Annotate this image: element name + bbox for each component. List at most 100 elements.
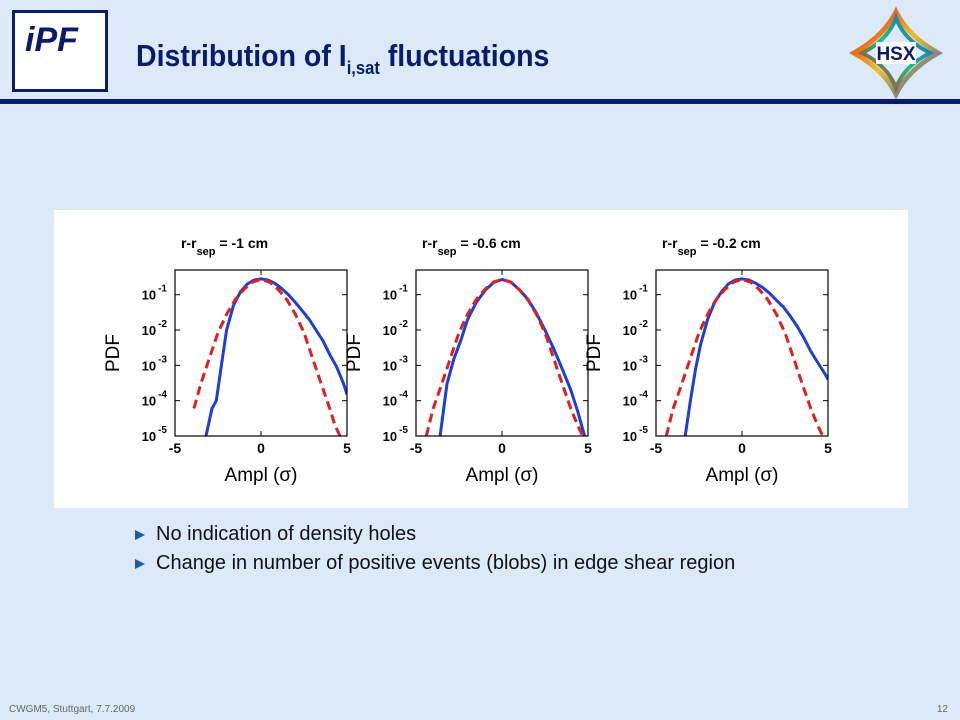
triangle-bullet-icon bbox=[135, 530, 145, 540]
y-tick-base: 10 bbox=[383, 288, 397, 303]
y-tick-label: 10 -4 bbox=[623, 390, 649, 409]
y-tick-base: 10 bbox=[623, 288, 637, 303]
y-tick-exponent: -2 bbox=[639, 319, 648, 330]
chart-title-prefix: r-r bbox=[181, 235, 197, 251]
y-tick-base: 10 bbox=[142, 323, 156, 338]
y-tick-exponent: -2 bbox=[399, 319, 408, 330]
x-tick-label: 5 bbox=[343, 440, 351, 456]
page-title: Distribution of Ii,sat fluctuations bbox=[136, 38, 550, 78]
title-main: Distribution of I bbox=[136, 38, 347, 73]
y-tick-exponent: -1 bbox=[399, 284, 408, 295]
y-tick-base: 10 bbox=[623, 429, 637, 444]
chart-title-subscript: sep bbox=[197, 246, 216, 258]
y-tick-exponent: -5 bbox=[639, 425, 648, 436]
measured-pdf-line bbox=[204, 277, 347, 436]
y-tick-exponent: -3 bbox=[158, 354, 167, 365]
x-tick-label: 5 bbox=[584, 440, 592, 456]
x-tick-label: 0 bbox=[498, 440, 506, 456]
ipf-logo: iPF bbox=[12, 10, 108, 92]
slide-number: 12 bbox=[936, 704, 948, 715]
y-tick-exponent: -3 bbox=[399, 354, 408, 365]
plot-frame bbox=[415, 269, 589, 437]
y-tick-exponent: -5 bbox=[158, 425, 167, 436]
y-axis-label: PDF bbox=[344, 334, 365, 372]
y-tick-base: 10 bbox=[383, 429, 397, 444]
y-tick-base: 10 bbox=[142, 358, 156, 373]
y-tick-label: 10 -2 bbox=[383, 319, 409, 338]
chart-title-prefix: r-r bbox=[662, 235, 678, 251]
y-tick-exponent: -1 bbox=[158, 284, 167, 295]
y-tick-base: 10 bbox=[383, 323, 397, 338]
y-tick-label: 10 -3 bbox=[383, 354, 409, 373]
gaussian-fit-line bbox=[192, 277, 342, 436]
bullet-text: Change in number of positive events (blo… bbox=[156, 552, 736, 574]
y-tick-exponent: -4 bbox=[399, 390, 408, 401]
figure-panel: -5 0 5 10 -1 10 -2 10 -3 10 -4 10 -5 r-rsep = -1 cm Am… bbox=[54, 210, 908, 508]
chart-title-subscript: sep bbox=[678, 246, 697, 258]
footer-left: CWGM5, Stuttgart, 7.7.2009 bbox=[9, 704, 136, 715]
gaussian-fit-line bbox=[424, 277, 585, 436]
x-tick-label: -5 bbox=[650, 440, 663, 456]
bullet-list: No indication of density holes Change in… bbox=[134, 520, 735, 578]
pdf-chart: -5 0 510-110-210-310-410 -5r-rsep = -0.6 cm… bbox=[344, 235, 592, 486]
y-tick-base: 10 bbox=[142, 288, 156, 303]
header-rule bbox=[0, 99, 960, 104]
bullet-text: No indication of density holes bbox=[156, 523, 417, 545]
y-tick-exponent: -3 bbox=[639, 354, 648, 365]
y-axis-label: PDF bbox=[584, 334, 605, 372]
y-tick-base: 10 bbox=[142, 394, 156, 409]
measured-pdf-line bbox=[438, 278, 587, 436]
y-tick-exponent: -4 bbox=[158, 390, 167, 401]
y-tick-label: 10 -2 bbox=[623, 319, 649, 338]
y-tick-base: 10 bbox=[383, 394, 397, 409]
x-tick-label: 0 bbox=[257, 440, 265, 456]
y-tick-exponent: -2 bbox=[158, 319, 167, 330]
chart-title: r-rsep = -1 cm bbox=[181, 235, 268, 258]
chart-title-suffix: = -0.2 cm bbox=[697, 235, 761, 251]
title-subscript: i,sat bbox=[346, 58, 380, 78]
y-tick-label: 10 -5 bbox=[623, 425, 649, 444]
y-tick-exponent: -1 bbox=[639, 284, 648, 295]
x-tick-label: -5 bbox=[410, 440, 423, 456]
chart-title-prefix: r-r bbox=[422, 235, 438, 251]
triangle-bullet-icon bbox=[135, 559, 145, 569]
x-tick-label: 5 bbox=[824, 440, 832, 456]
y-tick-label: 10 -3 bbox=[623, 354, 649, 373]
x-tick-label: 0 bbox=[738, 440, 746, 456]
chart-title: r-rsep = -0.2 cm bbox=[662, 235, 761, 258]
y-tick-label: 10 -3 bbox=[142, 354, 168, 373]
y-tick-base: 10 bbox=[142, 429, 156, 444]
x-axis-label: Ampl (σ) bbox=[466, 465, 539, 486]
pdf-charts: -5 0 510-110-210-310-410 -5r-rsep = -1 cmAm… bbox=[103, 235, 832, 486]
y-tick-label: 10 -1 bbox=[142, 284, 168, 303]
ipf-logo-text: iPF bbox=[25, 21, 78, 59]
chart-title-suffix: = -1 cm bbox=[216, 235, 269, 251]
y-tick-label: 10 -5 bbox=[383, 425, 409, 444]
y-tick-base: 10 bbox=[623, 358, 637, 373]
bullet-item: Change in number of positive events (blo… bbox=[134, 549, 735, 578]
y-tick-base: 10 bbox=[623, 394, 637, 409]
x-axis-label: Ampl (σ) bbox=[225, 465, 298, 486]
y-tick-base: 10 bbox=[383, 358, 397, 373]
pdf-chart: -5 0 510-110-210-310-410 -5r-rsep = -0.2 cm… bbox=[584, 235, 832, 486]
y-axis-label: PDF bbox=[103, 334, 124, 372]
chart-title-subscript: sep bbox=[438, 246, 457, 258]
plot-frame bbox=[655, 269, 829, 437]
y-tick-base: 10 bbox=[623, 323, 637, 338]
hsx-logo: HSX bbox=[848, 6, 944, 100]
y-tick-exponent: -5 bbox=[399, 425, 408, 436]
plot-frame bbox=[174, 269, 348, 437]
x-tick-label: -5 bbox=[169, 440, 182, 456]
y-tick-label: 10 -5 bbox=[142, 425, 168, 444]
bullet-item: No indication of density holes bbox=[134, 520, 735, 549]
y-tick-label: 10 -1 bbox=[623, 284, 649, 303]
y-tick-label: 10 -4 bbox=[383, 390, 409, 409]
measured-pdf-line bbox=[683, 277, 828, 436]
y-tick-label: 10 -4 bbox=[142, 390, 168, 409]
x-axis-label: Ampl (σ) bbox=[706, 465, 779, 486]
hsx-logo-text: HSX bbox=[876, 44, 915, 65]
gaussian-fit-line bbox=[664, 277, 825, 436]
title-tail: fluctuations bbox=[379, 38, 550, 73]
chart-title: r-rsep = -0.6 cm bbox=[422, 235, 521, 258]
chart-title-suffix: = -0.6 cm bbox=[457, 235, 521, 251]
